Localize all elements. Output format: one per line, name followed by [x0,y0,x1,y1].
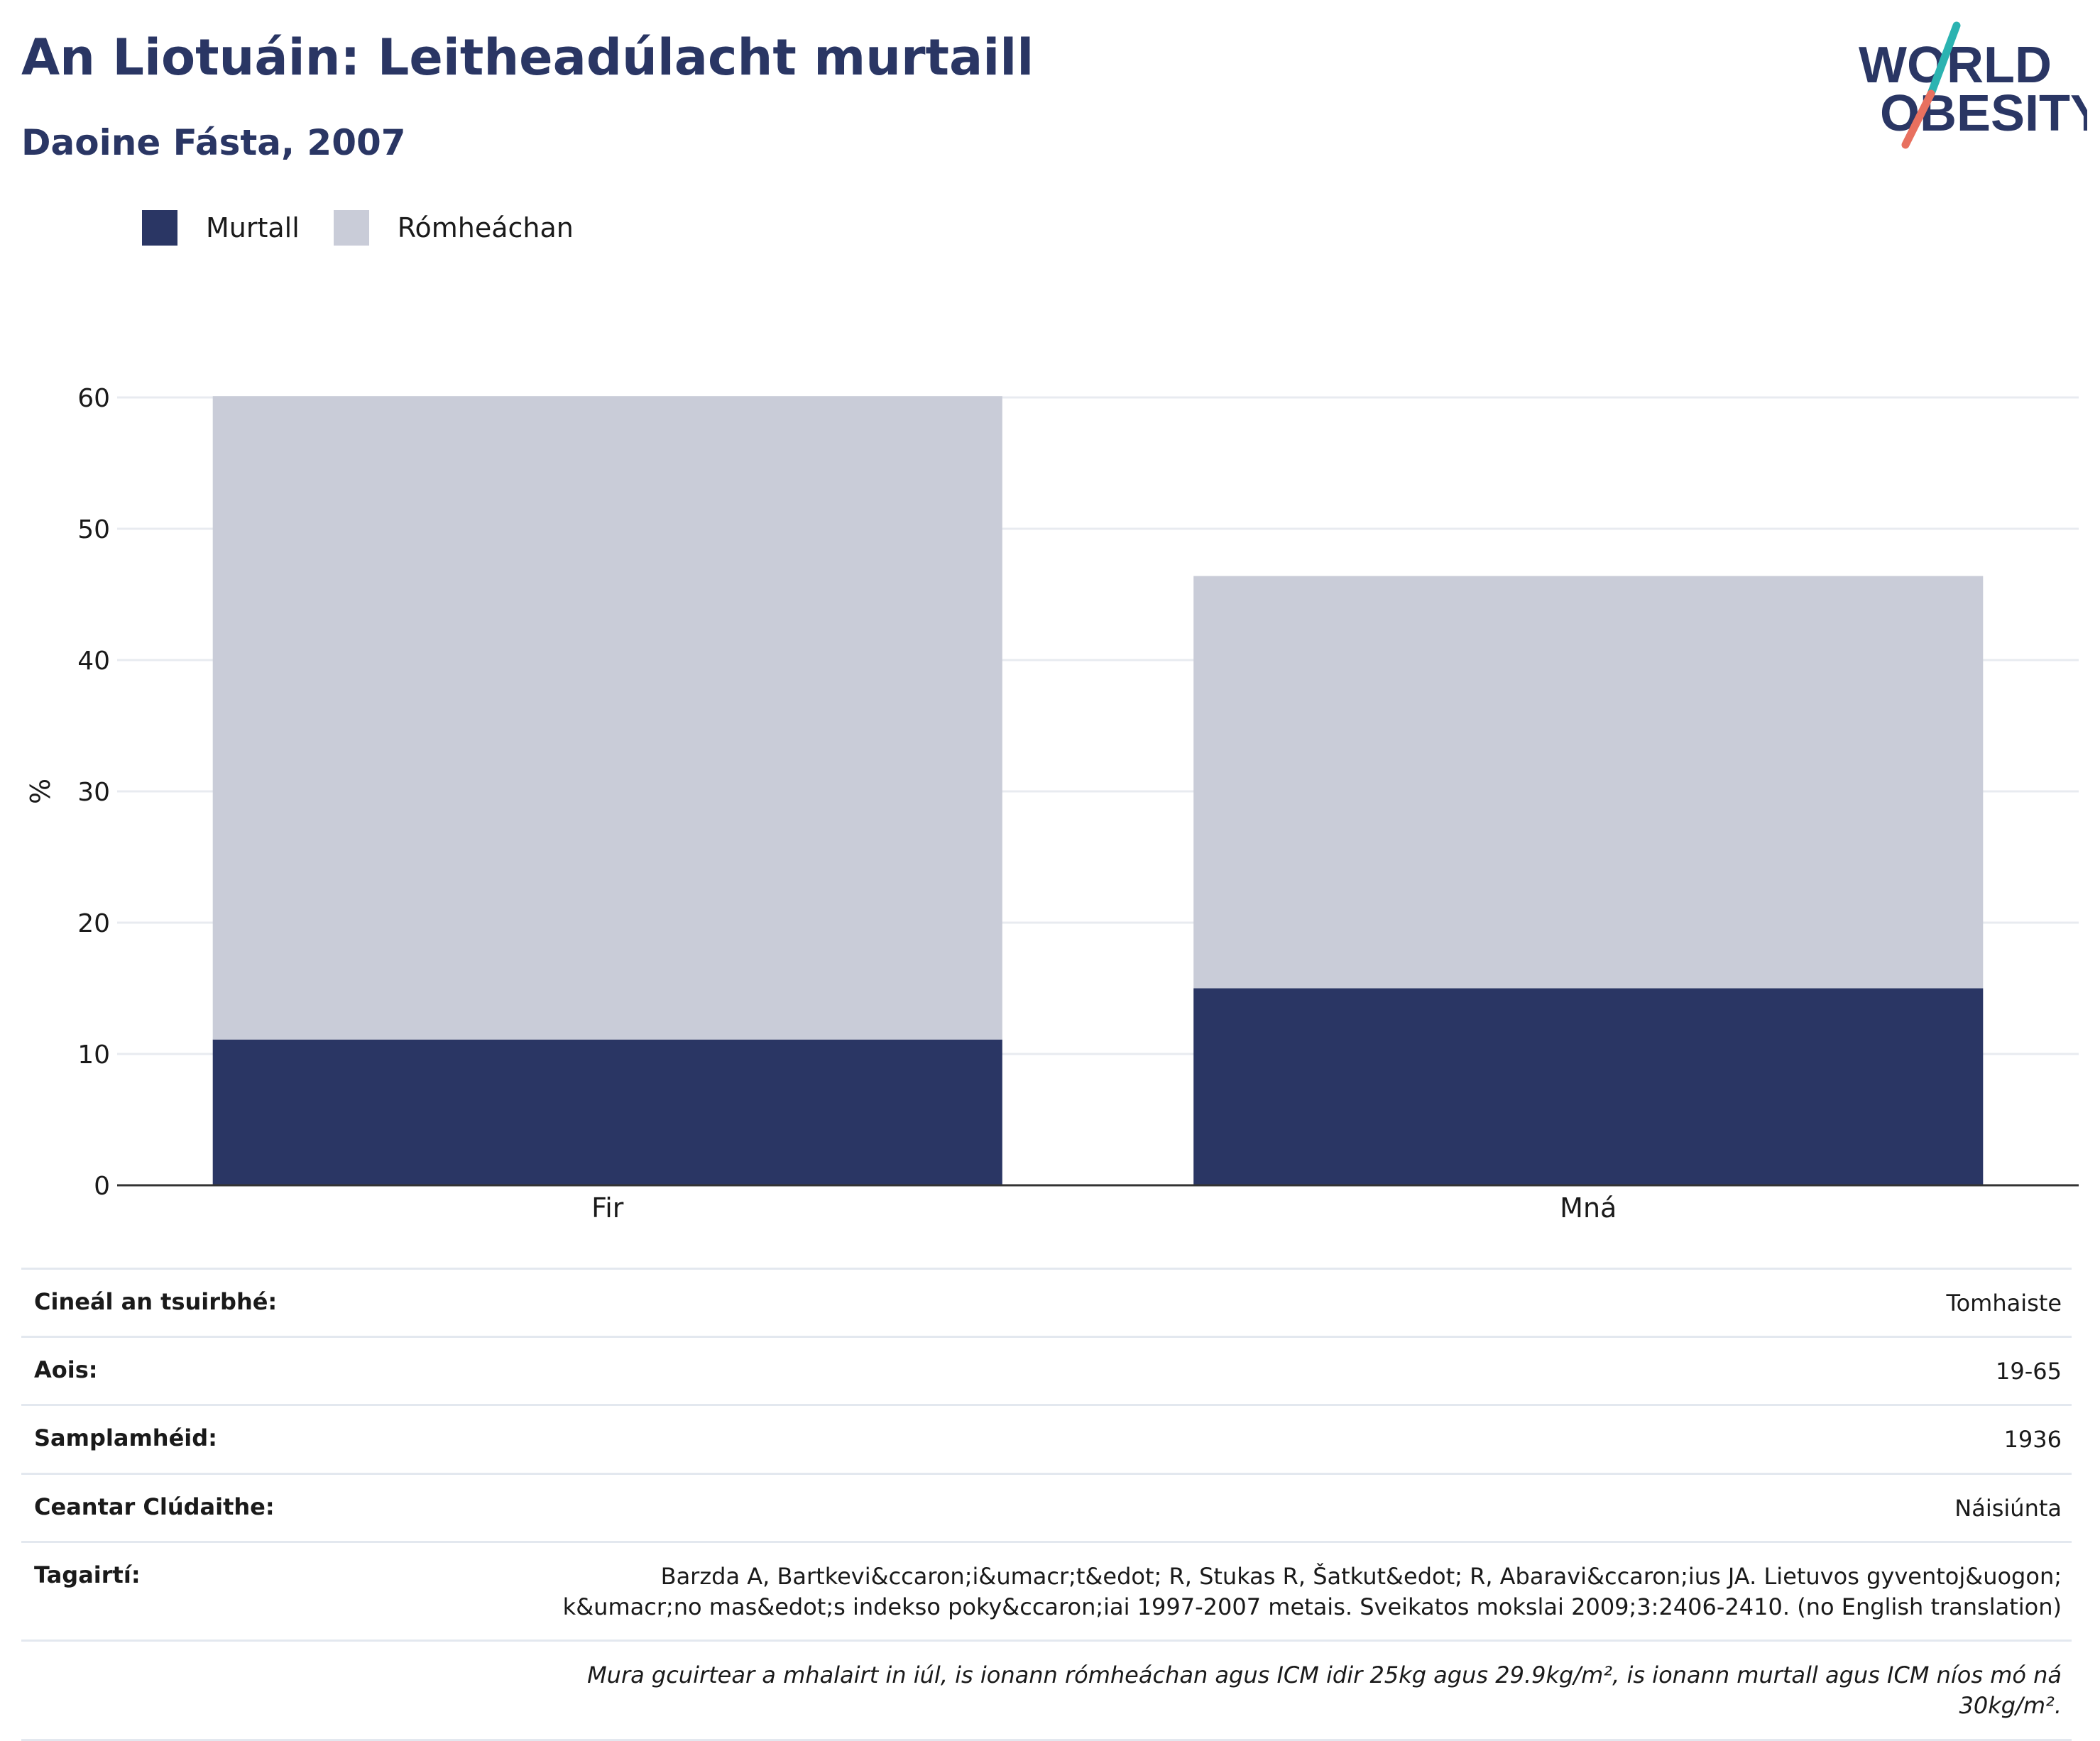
info-row-area-covered: Ceantar Clúdaithe: Náisiúnta [21,1472,2072,1541]
legend-item-obese: Murtall [142,210,300,246]
info-row-age: Aois: 19-65 [21,1336,2072,1404]
legend: Murtall Rómheáchan [142,210,608,246]
world-obesity-logo: WORLD OBESITY [1859,21,2087,149]
logo-slash-teal [1927,21,1961,98]
info-key: Cineál an tsuirbhé: [34,1288,278,1315]
chart-subtitle: Daoine Fásta, 2007 [21,122,406,163]
info-row-references: Tagairtí: Barzda A, Bartkevi&ccaron;i&um… [21,1540,2072,1640]
info-key: Ceantar Clúdaithe: [34,1493,275,1520]
y-tick-label: 60 [77,384,110,413]
legend-swatch-obese [142,210,177,246]
legend-swatch-overweight [333,210,369,246]
info-key: Samplamhéid: [34,1424,217,1452]
legend-label-overweight: Rómheáchan [397,212,574,243]
logo-slash-coral [1901,89,1935,149]
legend-label-obese: Murtall [206,212,300,243]
info-value: Barzda A, Bartkevi&ccaron;i&umacr;t&edot… [562,1562,2062,1620]
info-value: Náisiúnta [1954,1494,2062,1522]
definition-note: Mura gcuirtear a mhalairt in iúl, is ion… [587,1662,2062,1720]
bar-obese [1193,988,1984,1185]
info-value: Tomhaiste [1946,1290,2062,1317]
x-tick-label: Mná [1560,1192,1617,1224]
bar-overweight [1193,576,1984,989]
chart-title: An Liotuáin: Leitheadúlacht murtaill [21,28,1034,87]
bar-overweight [212,396,1002,1040]
y-tick-label: 40 [77,647,110,676]
y-tick-label: 30 [77,778,110,807]
info-value: 1936 [2003,1426,2062,1454]
info-key: Aois: [34,1356,98,1384]
info-key: Tagairtí: [34,1561,141,1588]
x-tick-label: Fir [591,1192,624,1224]
info-row-sample-size: Samplamhéid: 1936 [21,1404,2072,1472]
legend-item-overweight: Rómheáchan [333,210,574,246]
info-row-survey-type: Cineál an tsuirbhé: Tomhaiste [21,1268,2072,1336]
logo-line1: WORLD [1859,37,2052,94]
info-value: 19-65 [1996,1358,2062,1385]
info-table: Cineál an tsuirbhé: Tomhaiste Aois: 19-6… [21,1268,2072,1741]
y-tick-label: 0 [94,1172,110,1201]
y-axis-label: % [25,779,56,804]
info-row-note: Mura gcuirtear a mhalairt in iúl, is ion… [21,1640,2072,1741]
y-tick-label: 10 [77,1040,110,1070]
stacked-bar-chart: 0 10 20 30 40 50 60% Fir Mná [25,384,2079,1224]
y-tick-label: 20 [77,909,110,938]
y-tick-label: 50 [77,515,110,544]
bar-obese [212,1039,1002,1185]
